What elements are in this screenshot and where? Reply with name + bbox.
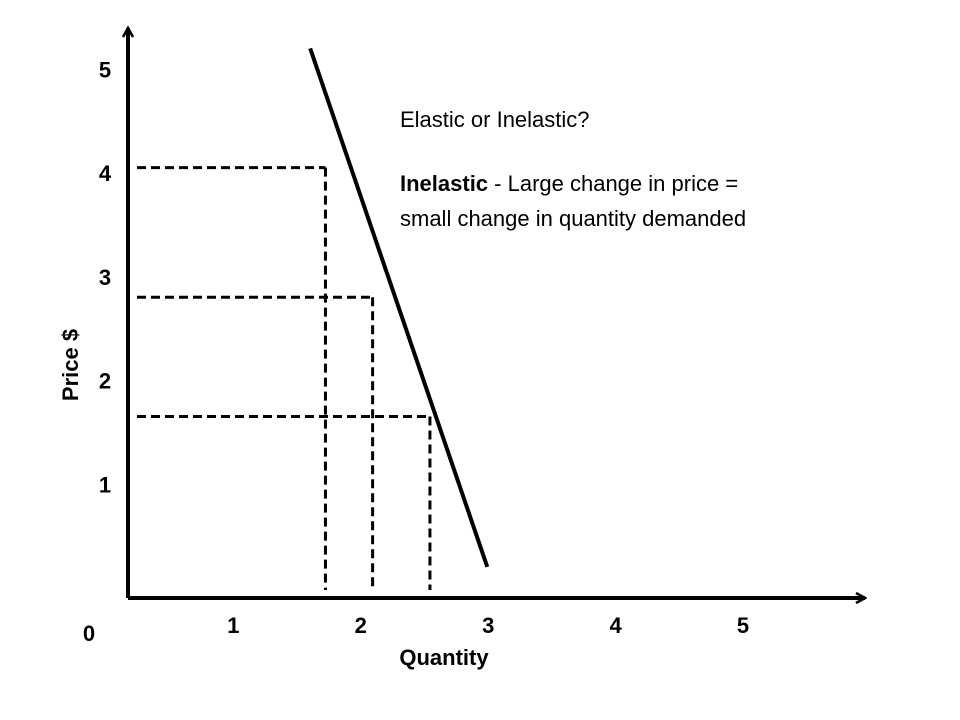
x-tick-labels: 1 2 3 4 5 <box>227 613 749 638</box>
annotation-answer-keyword: Inelastic <box>400 171 489 196</box>
x-axis-title: Quantity <box>399 645 489 670</box>
y-axis-title: Price $ <box>58 329 83 401</box>
x-tick-label: 4 <box>609 613 622 638</box>
y-tick-label: 5 <box>99 58 111 83</box>
y-tick-label: 4 <box>99 161 112 186</box>
x-tick-label: 3 <box>482 613 494 638</box>
annotation-question: Elastic or Inelastic? <box>400 107 590 132</box>
origin-label: 0 <box>83 621 95 646</box>
annotation-answer-line1: Inelastic - Large change in price = <box>400 168 738 200</box>
x-tick-label: 1 <box>227 613 239 638</box>
x-tick-label: 2 <box>355 613 367 638</box>
reference-guides <box>137 166 432 590</box>
y-tick-labels: 1 2 3 4 5 <box>99 58 112 498</box>
annotation-answer-rest: - Large change in price = <box>488 171 739 196</box>
y-tick-label: 3 <box>99 265 111 290</box>
y-tick-label: 2 <box>99 369 111 394</box>
annotation-answer-line2: small change in quantity demanded <box>400 206 747 231</box>
demand-curve <box>308 47 490 568</box>
y-tick-label: 1 <box>99 472 111 497</box>
x-tick-label: 5 <box>737 613 749 638</box>
